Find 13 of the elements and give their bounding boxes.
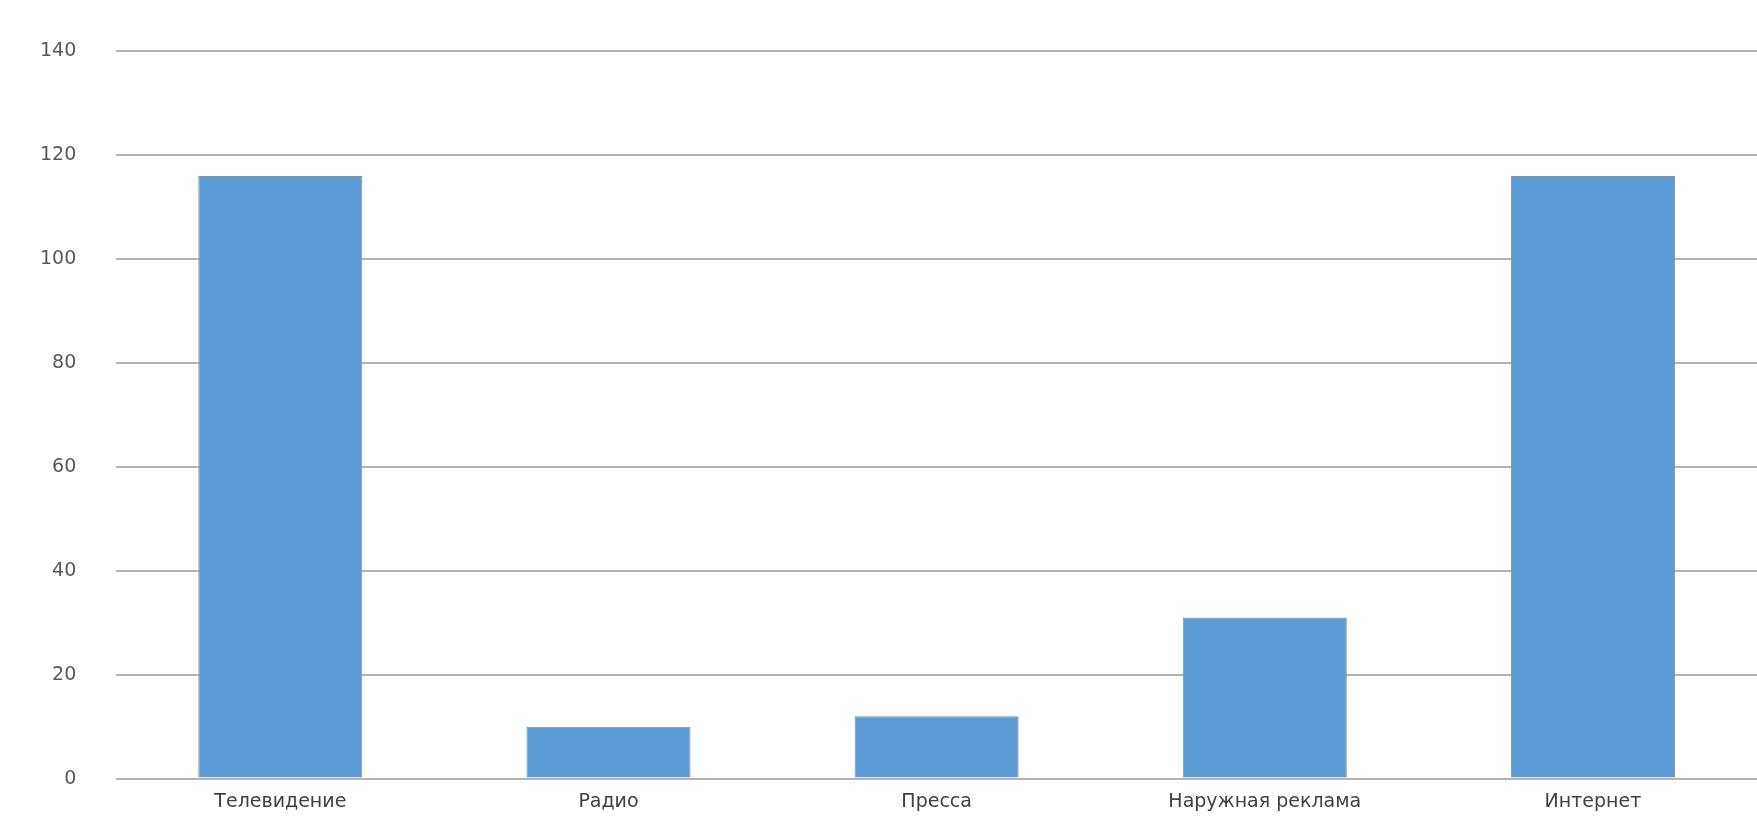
x-tick-label: Наружная реклама [1168, 788, 1362, 811]
y-tick-label: 120 [40, 142, 77, 165]
y-tick-label: 20 [52, 661, 77, 684]
y-tick-label: 60 [52, 453, 77, 476]
x-tick-label: Интернет [1544, 788, 1642, 811]
x-tick-label: Радио [578, 788, 639, 811]
x-tick-label: Телевидение [213, 788, 347, 811]
y-tick-label: 0 [64, 765, 77, 788]
y-tick-label: 100 [40, 246, 77, 269]
x-tick-label: Пресса [901, 788, 972, 811]
y-tick-label: 140 [40, 38, 77, 61]
y-tick-label: 80 [52, 349, 77, 372]
y-tick-label: 40 [52, 557, 77, 580]
